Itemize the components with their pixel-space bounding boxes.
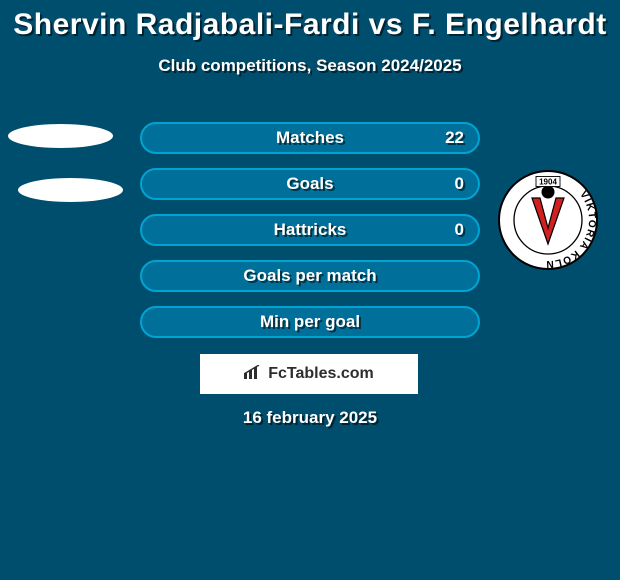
player-placeholder-oval: [18, 178, 123, 202]
stat-label: Goals per match: [142, 266, 478, 286]
comparison-card: Shervin Radjabali-Fardi vs F. Engelhardt…: [0, 0, 620, 580]
stat-value-right: 0: [455, 174, 464, 194]
branding-text: FcTables.com: [268, 365, 374, 383]
stat-value-right: 0: [455, 220, 464, 240]
stat-label: Goals: [142, 174, 478, 194]
page-title: Shervin Radjabali-Fardi vs F. Engelhardt: [0, 0, 620, 42]
stat-label: Matches: [142, 128, 478, 148]
stat-row: Hattricks0: [140, 214, 480, 246]
generation-date: 16 february 2025: [0, 408, 620, 428]
stat-label: Hattricks: [142, 220, 478, 240]
stat-label: Min per goal: [142, 312, 478, 332]
badge-year: 1904: [539, 178, 557, 187]
player-placeholder-oval: [8, 124, 113, 148]
stat-row: Goals0: [140, 168, 480, 200]
stat-row: Min per goal: [140, 306, 480, 338]
subtitle: Club competitions, Season 2024/2025: [0, 56, 620, 76]
stat-row: Matches22: [140, 122, 480, 154]
stat-row: Goals per match: [140, 260, 480, 292]
club-badge-viktoria-koeln: 1904 VIKTORIA KÖLN: [498, 170, 598, 270]
bar-chart-icon: [244, 365, 262, 384]
stat-value-right: 22: [445, 128, 464, 148]
branding-box: FcTables.com: [200, 354, 418, 394]
